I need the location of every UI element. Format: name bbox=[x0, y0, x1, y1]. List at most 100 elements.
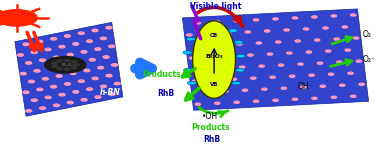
Circle shape bbox=[208, 44, 213, 46]
Circle shape bbox=[38, 50, 44, 52]
Circle shape bbox=[98, 66, 104, 69]
Circle shape bbox=[359, 83, 364, 85]
Circle shape bbox=[241, 78, 246, 80]
Circle shape bbox=[190, 57, 195, 59]
Circle shape bbox=[71, 81, 77, 84]
Circle shape bbox=[66, 92, 72, 94]
Circle shape bbox=[230, 67, 235, 69]
Circle shape bbox=[266, 41, 271, 44]
Polygon shape bbox=[183, 9, 369, 110]
Circle shape bbox=[84, 69, 90, 72]
Circle shape bbox=[102, 46, 108, 49]
Circle shape bbox=[26, 62, 32, 64]
Circle shape bbox=[274, 30, 279, 32]
Circle shape bbox=[211, 67, 215, 70]
Circle shape bbox=[30, 90, 36, 92]
Circle shape bbox=[324, 38, 330, 41]
Circle shape bbox=[95, 96, 101, 98]
Circle shape bbox=[60, 103, 67, 105]
Circle shape bbox=[352, 25, 357, 28]
Circle shape bbox=[88, 97, 94, 100]
Circle shape bbox=[73, 43, 79, 45]
Circle shape bbox=[273, 18, 278, 20]
Circle shape bbox=[253, 19, 259, 21]
Circle shape bbox=[78, 32, 84, 34]
Text: Products: Products bbox=[191, 123, 230, 132]
Text: VB: VB bbox=[210, 82, 218, 87]
Circle shape bbox=[333, 27, 338, 29]
Circle shape bbox=[55, 66, 61, 68]
Circle shape bbox=[99, 28, 105, 30]
Circle shape bbox=[53, 56, 59, 59]
Circle shape bbox=[263, 100, 268, 102]
Circle shape bbox=[331, 96, 336, 98]
Text: Products: Products bbox=[143, 70, 181, 79]
Circle shape bbox=[308, 63, 313, 65]
Circle shape bbox=[304, 28, 309, 30]
Circle shape bbox=[205, 21, 210, 23]
Circle shape bbox=[106, 27, 112, 29]
Circle shape bbox=[228, 55, 234, 57]
Circle shape bbox=[20, 72, 26, 75]
Circle shape bbox=[107, 36, 113, 38]
Circle shape bbox=[299, 75, 305, 77]
Circle shape bbox=[328, 73, 334, 75]
Circle shape bbox=[52, 47, 58, 49]
Text: Visible light: Visible light bbox=[189, 2, 241, 11]
Text: O₂⁻: O₂⁻ bbox=[363, 55, 376, 64]
Circle shape bbox=[292, 98, 297, 100]
Text: CB: CB bbox=[210, 33, 218, 38]
Circle shape bbox=[92, 77, 98, 80]
Text: h-BN: h-BN bbox=[99, 88, 120, 97]
Circle shape bbox=[323, 27, 328, 29]
Circle shape bbox=[109, 93, 115, 96]
Circle shape bbox=[331, 15, 336, 17]
Circle shape bbox=[199, 56, 204, 59]
Circle shape bbox=[223, 90, 228, 92]
Circle shape bbox=[54, 104, 59, 107]
Circle shape bbox=[269, 65, 274, 67]
Circle shape bbox=[283, 17, 288, 20]
Circle shape bbox=[37, 40, 43, 43]
Circle shape bbox=[209, 56, 214, 58]
Circle shape bbox=[69, 63, 74, 65]
Circle shape bbox=[30, 42, 36, 44]
Circle shape bbox=[337, 61, 342, 63]
Circle shape bbox=[90, 59, 95, 61]
Circle shape bbox=[280, 76, 285, 78]
Circle shape bbox=[187, 34, 192, 36]
Circle shape bbox=[216, 32, 221, 35]
Circle shape bbox=[312, 97, 317, 99]
Circle shape bbox=[283, 99, 288, 101]
Circle shape bbox=[349, 84, 355, 86]
Circle shape bbox=[71, 61, 76, 63]
Circle shape bbox=[237, 43, 242, 45]
Circle shape bbox=[353, 37, 359, 39]
Circle shape bbox=[17, 54, 23, 56]
Circle shape bbox=[26, 110, 32, 112]
Circle shape bbox=[74, 52, 80, 54]
Circle shape bbox=[296, 52, 302, 54]
Circle shape bbox=[314, 39, 320, 41]
Circle shape bbox=[198, 45, 203, 47]
Circle shape bbox=[57, 68, 62, 70]
Circle shape bbox=[95, 48, 101, 50]
Circle shape bbox=[19, 63, 25, 66]
Text: Bi₂O₃: Bi₂O₃ bbox=[205, 54, 223, 59]
Circle shape bbox=[295, 40, 301, 42]
Circle shape bbox=[197, 33, 202, 35]
Circle shape bbox=[92, 29, 98, 32]
Circle shape bbox=[33, 108, 39, 111]
Circle shape bbox=[107, 84, 113, 86]
Circle shape bbox=[71, 67, 76, 69]
Circle shape bbox=[341, 96, 346, 98]
Circle shape bbox=[309, 74, 314, 76]
Circle shape bbox=[99, 76, 105, 78]
Circle shape bbox=[38, 98, 44, 100]
Circle shape bbox=[287, 52, 292, 54]
Circle shape bbox=[284, 29, 289, 31]
Circle shape bbox=[51, 38, 57, 40]
Circle shape bbox=[330, 85, 335, 87]
Circle shape bbox=[319, 74, 324, 76]
Circle shape bbox=[335, 50, 341, 52]
